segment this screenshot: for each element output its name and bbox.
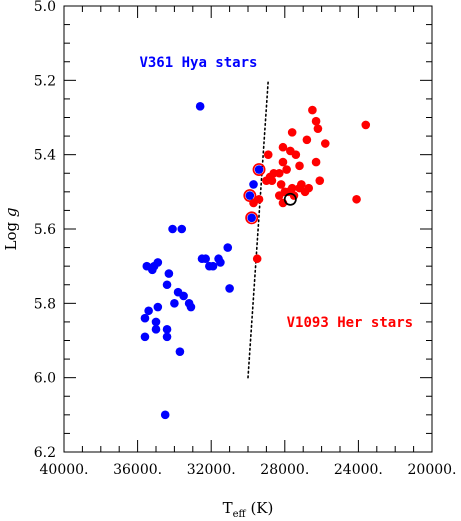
x-tick-label: 32000. xyxy=(187,462,236,478)
v1093-her-point xyxy=(274,191,284,200)
v361-hya-point xyxy=(223,243,233,252)
y-tick-label: 5.6 xyxy=(34,222,56,238)
v361-hya-point xyxy=(216,258,225,267)
hybrid-point-ring xyxy=(243,189,257,202)
v1093-her-point xyxy=(267,176,277,185)
hybrid-point-fill xyxy=(254,165,264,174)
x-tick-label: 28000. xyxy=(260,462,309,478)
v1093-her-point xyxy=(361,120,371,130)
boundary-line xyxy=(247,79,270,379)
v1093-her-point xyxy=(252,254,262,264)
v361-hya-point xyxy=(177,224,187,234)
v361-hya-point xyxy=(208,261,218,271)
hybrid-point-fill xyxy=(247,213,256,223)
v1093-her-point xyxy=(320,139,330,148)
axis-ticks: 40000. 36000. 32000. 28000. 24000. 20000. 5.0 5… xyxy=(34,0,457,478)
v361-hya-point xyxy=(225,284,234,293)
x-tick-label: 20000. xyxy=(408,462,457,478)
v361-hya-point xyxy=(197,254,207,264)
y-tick-label: 5.0 xyxy=(34,0,56,15)
v1093-her-point xyxy=(311,116,321,126)
v1093-her-point xyxy=(282,165,291,174)
v361-hya-point xyxy=(153,302,163,312)
v1093-her-point xyxy=(291,150,301,159)
v1093-her-point xyxy=(295,183,304,193)
y-axis-label: Log g xyxy=(2,208,20,251)
v361-hya-point xyxy=(160,410,170,420)
v361-hya-label: V361 Hya stars xyxy=(139,55,257,71)
v361-hya-point xyxy=(162,332,172,342)
v1093-her-point xyxy=(313,124,323,133)
v1093-her-point xyxy=(263,150,273,159)
v1093-her-point xyxy=(311,157,321,167)
y-tick-label: 5.4 xyxy=(34,148,56,164)
v361-hya-point xyxy=(162,280,172,290)
v361-hya-point xyxy=(151,325,161,334)
hybrid-point-fill xyxy=(245,191,255,200)
boundary-line-group xyxy=(247,79,270,379)
v361-hya-point xyxy=(144,306,153,316)
x-tick-label: 36000. xyxy=(113,462,162,478)
x-tick-label: 40000. xyxy=(40,462,89,478)
y-tick-label: 5.8 xyxy=(34,296,56,312)
v1093-her-label: V1093 Her stars xyxy=(287,315,413,331)
v1093-her-point xyxy=(352,194,361,204)
v361-hya-point xyxy=(195,102,205,111)
hybrid-point-ring xyxy=(245,211,259,225)
y-tick-label: 6.0 xyxy=(34,371,56,387)
v361-hya-point xyxy=(162,325,172,334)
v1093-her-point xyxy=(287,128,297,137)
v361-hya-point xyxy=(170,299,179,308)
annotations: V361 Hya stars V1093 Her stars xyxy=(139,55,413,331)
x-tick-label: 24000. xyxy=(334,462,383,478)
v361-hya-point xyxy=(249,180,258,189)
v361-hya-point xyxy=(140,313,150,323)
hybrid-point-ring xyxy=(283,192,297,206)
data-points xyxy=(140,102,371,420)
y-tick-label: 6.2 xyxy=(34,445,56,461)
v1093-her-point xyxy=(302,135,312,145)
v361-hya-point xyxy=(179,291,188,301)
y-tick-label: 5.2 xyxy=(34,73,56,89)
v361-hya-point xyxy=(186,302,196,312)
v361-hya-point xyxy=(140,332,150,342)
v1093-her-point xyxy=(295,161,304,171)
v361-hya-point xyxy=(151,317,161,327)
x-axis-label: Teff (K) xyxy=(223,499,274,520)
v361-hya-point xyxy=(148,265,157,275)
v1093-her-point xyxy=(278,142,288,152)
v361-hya-point xyxy=(175,347,185,356)
v1093-her-point xyxy=(315,176,325,185)
v1093-her-point xyxy=(276,180,286,189)
v1093-her-point xyxy=(278,157,288,167)
plot-frame xyxy=(63,5,433,453)
v361-hya-point xyxy=(164,269,174,278)
v361-hya-point xyxy=(168,224,177,234)
hybrid-point-ring xyxy=(252,163,266,176)
v1093-her-point xyxy=(308,105,317,115)
